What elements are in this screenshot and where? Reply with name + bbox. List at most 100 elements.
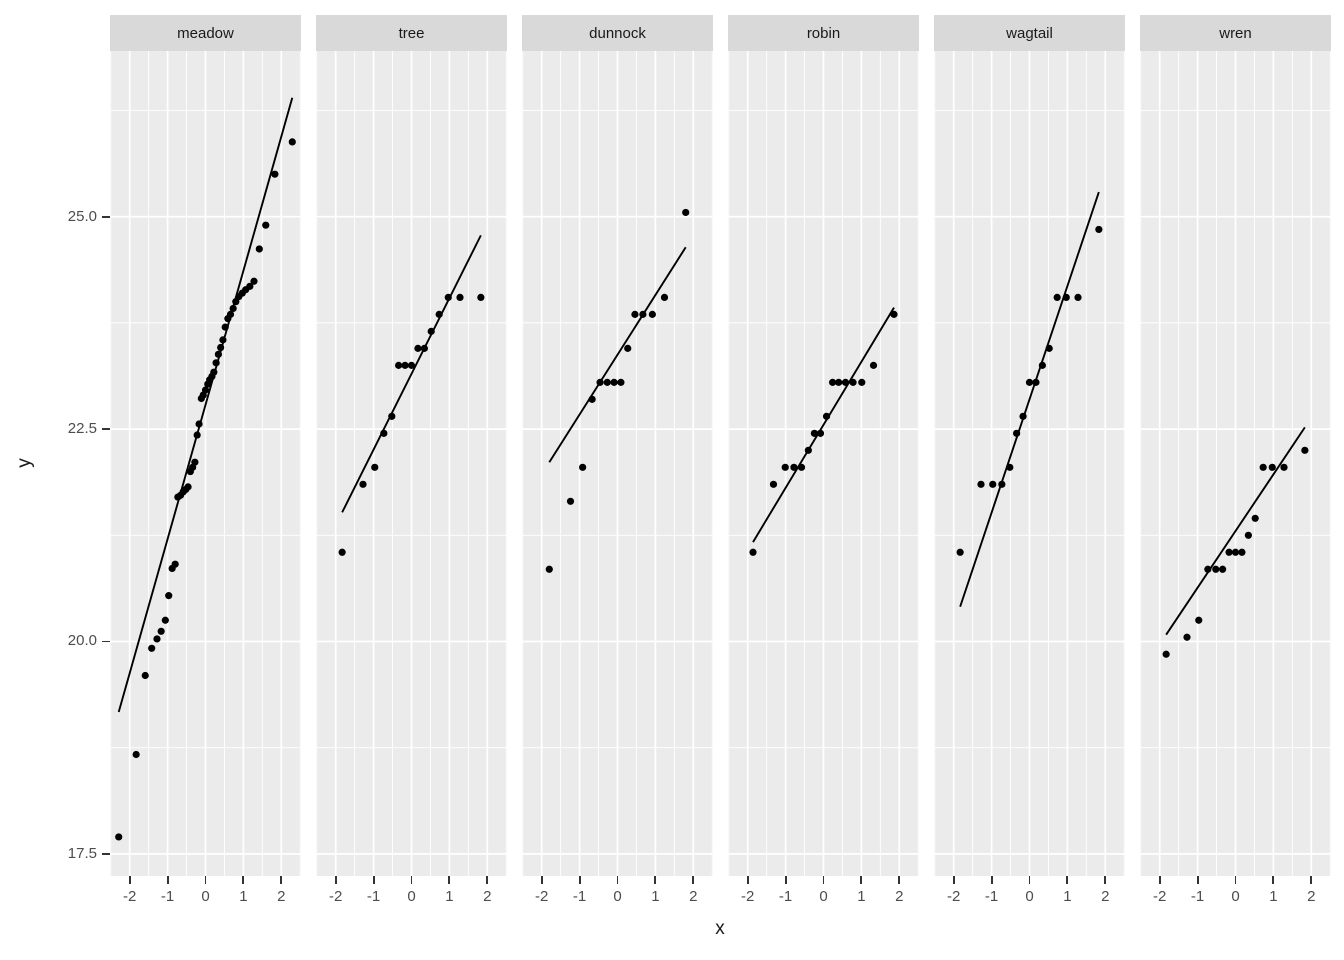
x-tick-label: 0 (201, 888, 210, 905)
data-point (191, 458, 199, 466)
data-point (229, 304, 237, 313)
data-point (255, 245, 263, 253)
data-point (1019, 412, 1027, 420)
data-point (624, 344, 632, 352)
x-tick-mark (860, 876, 863, 884)
facet-strip-label: dunnock (589, 24, 646, 42)
data-point (989, 480, 997, 488)
data-point (790, 463, 798, 471)
y-tick-mark (102, 640, 110, 643)
x-tick-mark (1158, 876, 1161, 884)
data-point (1204, 565, 1212, 573)
data-point (588, 395, 596, 403)
x-tick-mark (334, 876, 337, 884)
data-point (271, 170, 279, 178)
data-point (157, 627, 165, 635)
data-point (998, 480, 1006, 488)
data-point (828, 378, 837, 386)
y-tick-label: 22.5 (67, 420, 97, 438)
data-point (435, 310, 443, 318)
x-tick-label: -1 (572, 888, 587, 905)
x-tick-mark (166, 876, 169, 884)
data-point (246, 282, 254, 290)
x-tick-mark (448, 876, 451, 884)
x-tick-label: -2 (741, 888, 755, 905)
data-point (797, 463, 806, 471)
x-tick-mark (486, 876, 489, 884)
data-point (1095, 225, 1103, 234)
data-point (603, 378, 611, 386)
facet-strip-label: wagtail (1006, 24, 1053, 42)
data-point (420, 344, 428, 352)
x-tick-mark (540, 876, 543, 884)
x-tick-label: 1 (857, 888, 866, 905)
data-point (153, 635, 161, 643)
data-point (444, 293, 452, 301)
x-tick-mark (280, 876, 283, 884)
x-axis-title: x (715, 918, 725, 939)
data-point (371, 463, 379, 471)
data-point (956, 548, 964, 556)
data-point (212, 359, 220, 367)
data-point (781, 463, 789, 471)
data-point (1259, 463, 1267, 471)
data-point (822, 412, 831, 420)
x-tick-label: 2 (689, 888, 698, 905)
x-tick-mark (952, 876, 955, 884)
x-tick-mark (1104, 876, 1107, 884)
x-tick-label: -2 (123, 888, 137, 905)
data-point (579, 463, 587, 471)
data-point (1195, 616, 1203, 624)
data-point (115, 833, 123, 841)
data-point (810, 429, 819, 437)
data-point (1231, 548, 1240, 556)
data-point (161, 616, 169, 624)
y-tick-mark (102, 428, 110, 430)
x-tick-label: 0 (1231, 888, 1240, 905)
x-tick-mark (746, 876, 749, 884)
data-point (132, 750, 140, 759)
qq-line (341, 234, 482, 513)
y-tick-label: 20.0 (67, 632, 97, 650)
x-tick-label: -2 (329, 888, 343, 905)
x-tick-mark (1310, 876, 1313, 884)
data-point (338, 548, 346, 556)
data-point (660, 293, 669, 301)
data-point (1212, 565, 1220, 573)
data-point (1251, 514, 1259, 522)
data-point (769, 480, 778, 488)
x-tick-mark (242, 876, 245, 884)
data-point (682, 208, 690, 217)
data-point (1038, 361, 1046, 369)
facet-strip-tree: tree (316, 15, 507, 51)
data-point (1244, 531, 1252, 539)
facet-strip-robin: robin (728, 15, 919, 51)
facet-panel-dunnock (522, 51, 713, 876)
x-tick-mark (128, 876, 131, 884)
data-point (171, 560, 179, 568)
data-point (414, 344, 422, 352)
data-point (869, 361, 878, 369)
facet-strip-meadow: meadow (110, 15, 301, 51)
data-point (1301, 446, 1309, 454)
x-tick-mark (204, 876, 207, 884)
x-tick-label: -1 (778, 888, 793, 905)
data-point (1013, 429, 1021, 437)
data-point (835, 378, 843, 386)
y-axis-title: y (14, 458, 35, 468)
data-point (193, 431, 201, 439)
x-tick-mark (1234, 876, 1237, 884)
facet-strip-label: wren (1219, 24, 1252, 42)
data-point (1053, 293, 1061, 301)
data-point (849, 378, 857, 386)
data-point (359, 480, 367, 488)
data-point (1280, 463, 1288, 471)
facet-strip-label: tree (398, 24, 425, 42)
data-point (1238, 548, 1246, 556)
data-point (165, 592, 173, 600)
x-tick-mark (1066, 876, 1069, 884)
data-point (890, 310, 898, 318)
x-tick-label: -2 (947, 888, 961, 905)
x-tick-mark (616, 876, 619, 884)
